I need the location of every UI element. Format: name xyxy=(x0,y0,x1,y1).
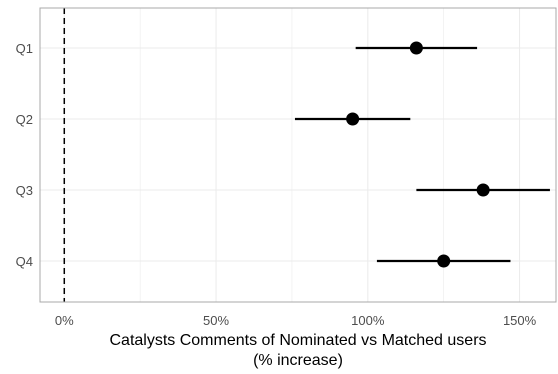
y-tick-label: Q3 xyxy=(16,183,33,198)
x-axis-title-line-1: Catalysts Comments of Nominated vs Match… xyxy=(109,332,486,349)
x-tick-labels: 0% 50% 100% 150% xyxy=(55,313,537,328)
x-tick-label: 0% xyxy=(55,313,74,328)
x-tick-label: 100% xyxy=(351,313,385,328)
x-tick-label: 50% xyxy=(203,313,229,328)
plot-frame xyxy=(39,7,557,303)
y-tick-label: Q1 xyxy=(16,41,33,56)
plot-panel xyxy=(40,8,556,302)
point-estimate-q4 xyxy=(437,254,451,268)
point-estimate-q2 xyxy=(346,112,360,126)
y-tick-labels: Q1 Q2 Q3 Q4 xyxy=(16,41,33,269)
y-tick-label: Q2 xyxy=(16,112,33,127)
y-tick-label: Q4 xyxy=(16,254,33,269)
x-tick-label: 150% xyxy=(503,313,537,328)
point-estimate-q3 xyxy=(476,183,490,197)
point-estimate-q1 xyxy=(409,41,423,55)
x-axis-title-line-2: (% increase) xyxy=(253,352,343,369)
data-marks xyxy=(294,41,550,268)
